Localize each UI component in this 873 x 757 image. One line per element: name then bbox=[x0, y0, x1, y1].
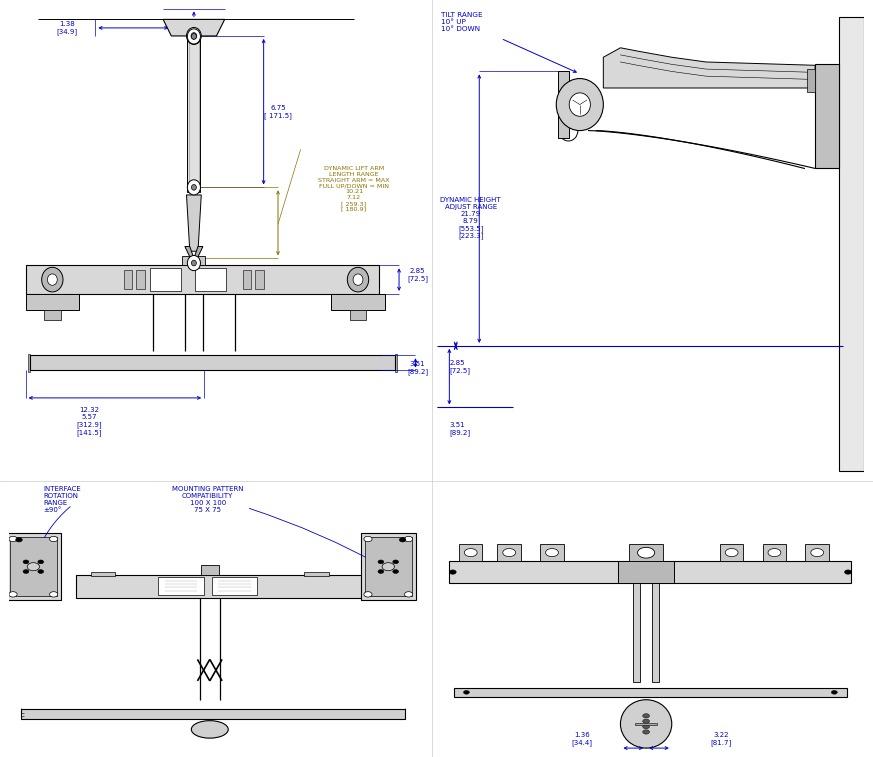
Polygon shape bbox=[5, 533, 61, 600]
Circle shape bbox=[23, 560, 29, 564]
Circle shape bbox=[503, 549, 516, 556]
Circle shape bbox=[643, 730, 650, 734]
Text: MOUNTING PATTERN
COMPATIBILITY
100 X 100
75 X 75: MOUNTING PATTERN COMPATIBILITY 100 X 100… bbox=[172, 486, 244, 513]
Polygon shape bbox=[187, 195, 202, 251]
Circle shape bbox=[188, 256, 201, 271]
Polygon shape bbox=[454, 687, 847, 697]
Circle shape bbox=[569, 93, 590, 117]
Polygon shape bbox=[28, 354, 30, 372]
Polygon shape bbox=[365, 537, 412, 597]
Circle shape bbox=[9, 536, 17, 542]
Circle shape bbox=[378, 570, 384, 573]
Polygon shape bbox=[25, 294, 79, 310]
Text: 12.32
5.57
[312.9]
[141.5]: 12.32 5.57 [312.9] [141.5] bbox=[77, 407, 102, 436]
Polygon shape bbox=[806, 544, 829, 562]
Circle shape bbox=[188, 29, 201, 44]
Polygon shape bbox=[459, 544, 483, 562]
Circle shape bbox=[404, 536, 413, 542]
Circle shape bbox=[9, 592, 17, 597]
Text: TILT RANGE
10° UP
10° DOWN: TILT RANGE 10° UP 10° DOWN bbox=[441, 12, 483, 33]
Circle shape bbox=[38, 570, 44, 573]
Polygon shape bbox=[45, 310, 60, 319]
Polygon shape bbox=[124, 270, 133, 289]
Polygon shape bbox=[256, 270, 264, 289]
Circle shape bbox=[188, 180, 201, 195]
Polygon shape bbox=[188, 36, 201, 192]
Polygon shape bbox=[149, 268, 181, 291]
Circle shape bbox=[399, 537, 406, 542]
Polygon shape bbox=[304, 572, 329, 576]
Polygon shape bbox=[395, 354, 397, 372]
Circle shape bbox=[393, 560, 398, 564]
Circle shape bbox=[50, 536, 58, 542]
Text: 2.85
[72.5]: 2.85 [72.5] bbox=[407, 268, 428, 282]
Text: 3.22
[81.7]: 3.22 [81.7] bbox=[711, 732, 732, 746]
Circle shape bbox=[725, 549, 738, 556]
Circle shape bbox=[382, 562, 395, 571]
Circle shape bbox=[378, 560, 384, 564]
Circle shape bbox=[464, 549, 478, 556]
Circle shape bbox=[556, 79, 603, 131]
Circle shape bbox=[450, 570, 457, 575]
Polygon shape bbox=[629, 544, 663, 562]
Polygon shape bbox=[30, 355, 395, 370]
Polygon shape bbox=[25, 266, 379, 294]
Circle shape bbox=[364, 592, 372, 597]
Circle shape bbox=[768, 549, 780, 556]
Polygon shape bbox=[815, 64, 839, 169]
Polygon shape bbox=[633, 583, 640, 682]
Polygon shape bbox=[839, 17, 864, 471]
Text: 3.51
[89.2]: 3.51 [89.2] bbox=[407, 361, 428, 375]
Polygon shape bbox=[720, 544, 744, 562]
Circle shape bbox=[643, 714, 650, 718]
Circle shape bbox=[42, 267, 63, 292]
Circle shape bbox=[347, 267, 368, 292]
Circle shape bbox=[643, 719, 650, 724]
Text: 1.36
[34.4]: 1.36 [34.4] bbox=[572, 732, 593, 746]
Polygon shape bbox=[21, 709, 405, 718]
Circle shape bbox=[191, 33, 196, 39]
Polygon shape bbox=[603, 48, 815, 88]
Text: INTERFACE
ROTATION
RANGE
±90°: INTERFACE ROTATION RANGE ±90° bbox=[44, 486, 81, 513]
Circle shape bbox=[844, 570, 851, 575]
Circle shape bbox=[559, 120, 578, 141]
Text: 1.38
[34.9]: 1.38 [34.9] bbox=[56, 21, 77, 35]
Polygon shape bbox=[201, 565, 219, 575]
Polygon shape bbox=[195, 268, 226, 291]
Polygon shape bbox=[163, 20, 224, 36]
Circle shape bbox=[16, 537, 23, 542]
Text: 2.85
[72.5]: 2.85 [72.5] bbox=[450, 360, 471, 374]
Circle shape bbox=[364, 536, 372, 542]
Polygon shape bbox=[498, 544, 521, 562]
Text: DYNAMIC LIFT ARM
LENGTH RANGE
STRAIGHT ARM = MAX
FULL UP/DOWN = MIN
10.21
7.12
[: DYNAMIC LIFT ARM LENGTH RANGE STRAIGHT A… bbox=[318, 166, 389, 212]
Polygon shape bbox=[10, 537, 57, 597]
Circle shape bbox=[831, 690, 837, 694]
Circle shape bbox=[50, 592, 58, 597]
Ellipse shape bbox=[191, 721, 228, 738]
Polygon shape bbox=[91, 572, 115, 576]
Ellipse shape bbox=[621, 699, 672, 748]
Polygon shape bbox=[77, 575, 366, 597]
Text: 3.51
[89.2]: 3.51 [89.2] bbox=[450, 422, 471, 435]
Polygon shape bbox=[652, 583, 659, 682]
Circle shape bbox=[404, 592, 413, 597]
Circle shape bbox=[811, 549, 823, 556]
Circle shape bbox=[187, 27, 202, 45]
Circle shape bbox=[27, 562, 39, 571]
Polygon shape bbox=[159, 578, 203, 595]
Circle shape bbox=[23, 570, 29, 573]
Polygon shape bbox=[618, 562, 674, 583]
Polygon shape bbox=[540, 544, 564, 562]
Circle shape bbox=[546, 549, 559, 556]
Polygon shape bbox=[136, 270, 145, 289]
Circle shape bbox=[464, 690, 470, 694]
Polygon shape bbox=[182, 256, 205, 266]
Polygon shape bbox=[559, 71, 569, 138]
Circle shape bbox=[191, 260, 196, 266]
Circle shape bbox=[637, 547, 655, 558]
Circle shape bbox=[191, 185, 196, 190]
Circle shape bbox=[38, 560, 44, 564]
Text: DYNAMIC HEIGHT
ADJUST RANGE
21.79
8.79
[553.5]
[223.3]: DYNAMIC HEIGHT ADJUST RANGE 21.79 8.79 [… bbox=[440, 197, 501, 239]
Circle shape bbox=[643, 724, 650, 729]
Circle shape bbox=[353, 274, 363, 285]
